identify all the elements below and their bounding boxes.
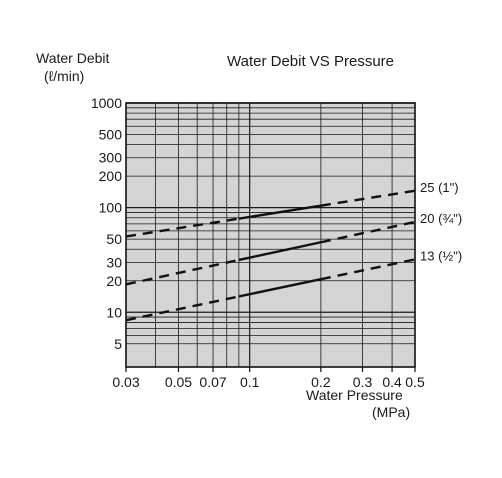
series-2-segment-1	[238, 278, 322, 298]
x-tick-label-4: 0.2	[311, 374, 331, 390]
series-2-segment-0	[125, 295, 240, 322]
x-tick-label-0: 0.03	[112, 374, 139, 390]
series-label-2: 13 (½")	[420, 248, 462, 263]
series-1-segment-1	[238, 241, 322, 262]
y-tick-label-0: 5	[114, 336, 122, 352]
x-tick-label-3: 0.1	[240, 374, 260, 390]
x-tick-label-7: 0.5	[405, 374, 425, 390]
x-tick-label-2: 0.07	[199, 374, 226, 390]
y-tick-label-8: 500	[99, 127, 123, 143]
y-tick-label-5: 100	[99, 200, 123, 216]
y-axis-unit: (ℓ/min)	[44, 68, 84, 84]
plot-area: 0.03 0.05 0.07 0.1 0.2 0.3 0.4 0.5 5 10 20 30 50 100 2…	[91, 95, 462, 390]
y-tick-label-3: 30	[106, 254, 122, 270]
x-tick-label-6: 0.4	[382, 374, 402, 390]
series-1-segment-0	[125, 258, 240, 286]
plot-frame	[125, 102, 416, 368]
x-tick-label-5: 0.3	[353, 374, 373, 390]
y-tick-label-1: 10	[106, 304, 122, 320]
series-label-0: 25 (1")	[420, 180, 459, 195]
x-tick-label-1: 0.05	[165, 374, 192, 390]
x-axis-unit: (MPa)	[372, 404, 410, 420]
y-tick-label-2: 20	[106, 273, 122, 289]
y-tick-label-6: 200	[99, 168, 123, 184]
y-tick-label-9: 1000	[91, 95, 122, 111]
y-tick-label-4: 50	[106, 231, 122, 247]
series-0-segment-1	[238, 204, 322, 220]
series-label-1: 20 (¾")	[420, 211, 462, 226]
series-0-segment-0	[125, 217, 240, 238]
chart-title: Water Debit VS Pressure	[227, 53, 394, 70]
plot-background	[126, 103, 415, 367]
y-axis-label: Water Debit	[36, 50, 110, 66]
x-axis-label: Water Pressure	[306, 387, 403, 403]
y-tick-label-7: 300	[99, 150, 123, 166]
